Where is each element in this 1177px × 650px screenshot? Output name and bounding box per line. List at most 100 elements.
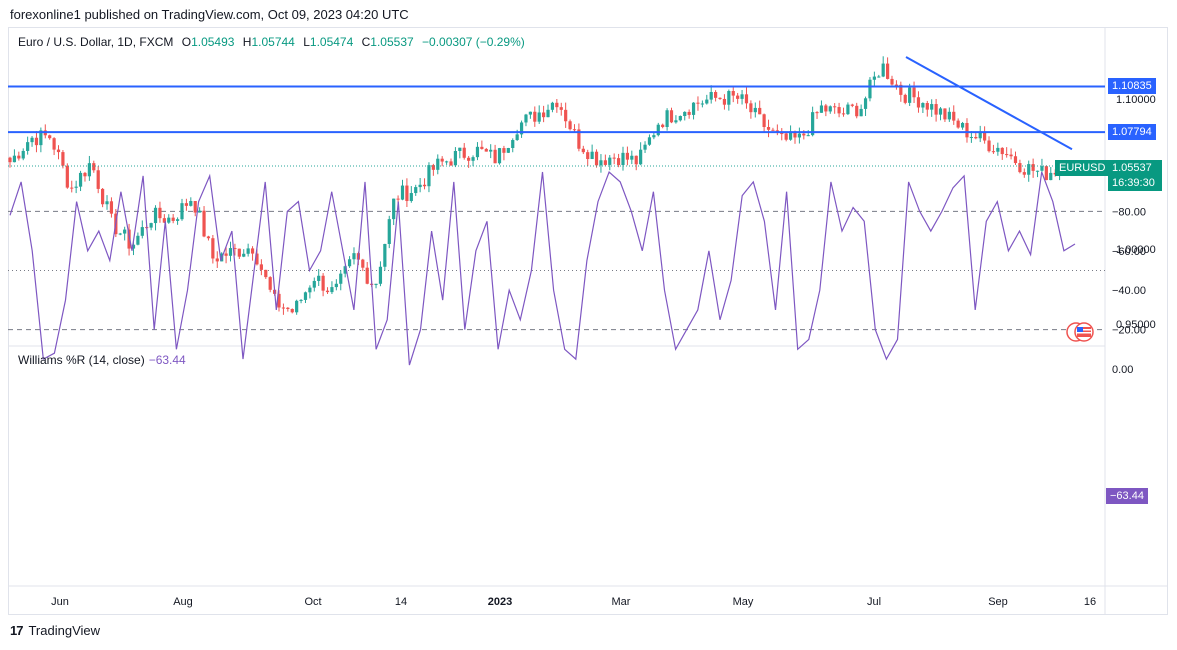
candle-body — [259, 264, 263, 270]
candle-body — [784, 133, 788, 140]
candle-body — [34, 137, 39, 146]
candle-body — [837, 107, 841, 114]
candle-body — [881, 63, 885, 77]
candle-body — [506, 147, 510, 153]
candle-body — [969, 136, 973, 138]
candle-body — [921, 103, 925, 108]
candle-body — [938, 108, 943, 115]
indicator-name[interactable]: Williams %R (14, close) — [18, 353, 145, 367]
candle-body — [198, 210, 202, 213]
candle-body — [387, 219, 391, 244]
candle-body — [542, 112, 546, 118]
candle-body — [691, 102, 696, 115]
tradingview-brand[interactable]: TradingView — [28, 623, 101, 638]
candle-body — [991, 151, 996, 153]
candle-body — [555, 102, 559, 108]
candle-body — [916, 97, 921, 108]
candle-body — [502, 148, 506, 153]
wr-band-layer — [8, 210, 1105, 331]
main-legend[interactable]: Euro / U.S. Dollar, 1D, FXCM O1.05493 H1… — [18, 35, 525, 49]
candle-body — [908, 87, 912, 103]
candle-body — [762, 114, 766, 128]
time-tick-label: 2023 — [488, 596, 512, 608]
symbol-tag: EURUSD — [1055, 160, 1110, 176]
indicator-value: −63.44 — [148, 353, 186, 367]
level-mid-tag: 1.07794 — [1108, 124, 1156, 141]
candle-body — [347, 259, 352, 267]
candle-body — [1022, 172, 1026, 175]
candle-body — [330, 287, 334, 293]
candle-body — [846, 104, 850, 115]
candle-body — [833, 106, 837, 108]
candle-body — [136, 235, 140, 245]
level-high-tag: 1.10835 — [1108, 78, 1156, 95]
candle-body — [766, 127, 771, 130]
candle-body — [811, 112, 815, 136]
tradingview-logo-icon[interactable]: 17 — [10, 623, 24, 638]
candle-body — [586, 152, 590, 160]
wr-line — [9, 170, 1076, 366]
footer[interactable]: 17 TradingView — [10, 623, 100, 638]
candle-body — [669, 110, 674, 123]
candle-body — [242, 253, 246, 257]
candle-body — [493, 149, 497, 164]
candle-body — [61, 152, 65, 166]
candle-body — [872, 76, 876, 80]
candle-body — [647, 137, 652, 145]
candle-body — [65, 165, 69, 188]
candle-body — [52, 138, 56, 150]
high-label: H — [242, 35, 252, 49]
candle-body — [608, 157, 612, 165]
candle-body — [824, 105, 828, 112]
wr-tick-label: 0.00 — [1112, 364, 1133, 376]
candle-body — [890, 78, 894, 85]
candle-body — [436, 158, 440, 170]
candle-body — [39, 130, 43, 146]
candle-body — [841, 113, 846, 115]
indicator-legend[interactable]: Williams %R (14, close) −63.44 — [18, 353, 186, 367]
candle-body — [740, 94, 744, 99]
candle-body — [184, 203, 189, 206]
candle-body — [189, 200, 193, 206]
candle-body — [577, 129, 581, 149]
candle-body — [26, 142, 30, 151]
candle-body — [744, 94, 749, 104]
candle-body — [409, 193, 413, 202]
candle-body — [489, 149, 493, 152]
candle-body — [793, 131, 797, 138]
candle-body — [497, 148, 502, 164]
wr-tick-label: −80.00 — [1112, 206, 1146, 218]
candle-body — [1018, 163, 1022, 173]
candle-body — [167, 217, 171, 223]
candle-body — [815, 112, 819, 114]
candle-body — [903, 94, 907, 103]
time-tick-label: Mar — [612, 596, 631, 608]
time-tick-label: Aug — [173, 596, 193, 608]
wr-line-layer — [9, 170, 1076, 366]
candle-body — [656, 124, 660, 136]
us-flag-icon[interactable] — [1066, 322, 1096, 342]
candle-body — [317, 275, 321, 281]
wr-tick-label: −40.00 — [1112, 285, 1146, 297]
candle-body — [21, 150, 25, 159]
symbol-name[interactable]: Euro / U.S. Dollar, 1D, FXCM — [18, 35, 174, 49]
candle-body — [96, 170, 100, 189]
candle-body — [295, 300, 299, 313]
candle-body — [758, 107, 762, 115]
candle-body — [255, 253, 259, 265]
candle-body — [1013, 156, 1018, 164]
candle-body — [383, 243, 387, 267]
candle-body — [400, 185, 405, 200]
wr-tick-label: −20.00 — [1112, 325, 1146, 337]
candle-body — [687, 111, 691, 115]
candle-body — [352, 253, 356, 260]
candle-body — [572, 129, 577, 131]
candle-body — [519, 122, 524, 135]
candle-body — [268, 277, 272, 290]
candle-body — [202, 210, 206, 237]
candle-body — [894, 84, 899, 86]
candle-body — [978, 132, 982, 139]
candle-body — [788, 131, 793, 140]
candle-body — [87, 163, 91, 177]
